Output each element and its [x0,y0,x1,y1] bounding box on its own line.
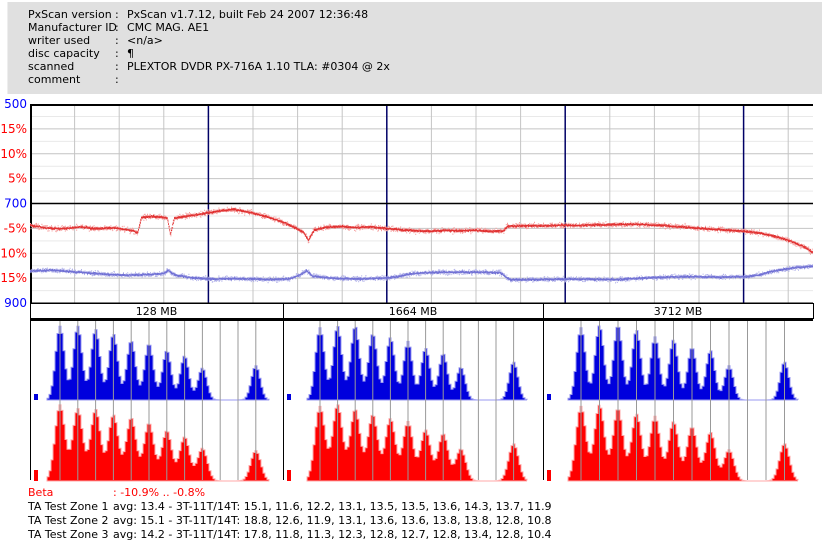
info-label: disc capacity [28,47,100,60]
colon: : [115,8,119,21]
stub-blue [287,394,291,400]
y-axis-label: -5% [4,221,27,235]
result-label: Beta [28,486,54,499]
info-row-capacity: disc capacity: ¶ [28,47,822,60]
pit-histogram-blue [567,325,799,401]
info-label: scanned [28,60,75,73]
info-value: PxScan v1.7.12, built Feb 24 2007 12:36:… [127,8,369,21]
ta-zone3-row: TA Test Zone 3 avg: 14.2 - 3T-11T/14T: 17… [28,528,552,542]
zone-histogram [547,325,799,482]
pit-histogram-blue [46,325,270,401]
result-label: TA Test Zone 3 [28,528,109,541]
zone-label-box [543,303,814,319]
zone-label: 3712 MB [654,305,703,318]
stub-blue [547,394,551,400]
results-summary: Beta : -10.9% .. -0.8% TA Test Zone 1 avg:… [28,486,552,542]
result-value: avg: 13.4 - 3T-11T/14T: 15.1, 11.6, 12.2… [113,500,552,513]
y-axis-label: -15% [0,271,27,285]
result-value: : -10.9% .. -0.8% [113,486,206,499]
ta-zone2-row: TA Test Zone 2 avg: 15.1 - 3T-11T/14T: 18… [28,514,552,528]
ta-histograms [34,325,799,482]
zone-label: 128 MB [136,305,178,318]
zone-histogram [287,326,528,482]
info-label: PxScan version [28,8,112,21]
zone-label: 1664 MB [389,305,438,318]
colon: : [115,21,119,34]
result-label: TA Test Zone 1 [28,500,109,513]
colon: : [115,34,119,47]
y-axis-label: 5% [8,172,27,186]
info-row-manufacturer: Manufacturer ID: CMC MAG. AE1 [28,21,822,34]
result-label: TA Test Zone 2 [28,514,109,527]
histogram-borders [30,319,813,480]
y-axis-label: 15% [0,122,27,136]
land-histogram-red [306,404,528,482]
scan-info-panel: PxScan version: PxScan v1.7.12, built Feb… [7,2,822,94]
colon: : [115,47,119,60]
info-value: PLEXTOR DVDR PX-716A 1.10 TLA: #0304 @ 2… [127,60,390,73]
info-label: Manufacturer ID [28,21,117,34]
y-axis-label: 700 [4,197,27,211]
beta-traces [30,206,813,284]
result-value: avg: 14.2 - 3T-11T/14T: 17.8, 11.8, 11.3… [113,528,552,541]
y-axis-label: -10% [0,246,27,260]
result-value: avg: 15.1 - 3T-11T/14T: 18.8, 12.6, 11.9… [113,514,552,527]
info-row-comment: comment: [28,73,822,86]
stub-blue [34,394,38,400]
trace-blue [30,264,813,284]
y-axis-label: 900 [4,296,27,310]
info-row-version: PxScan version: PxScan v1.7.12, built Feb… [28,8,822,21]
stub-red [547,470,551,481]
pit-histogram-blue [306,326,528,401]
trace-beta-red [30,206,813,255]
info-row-scanned: scanned: PLEXTOR DVDR PX-716A 1.10 TLA: #… [28,60,822,73]
ta-zone1-row: TA Test Zone 1 avg: 13.4 - 3T-11T/14T: 15… [28,500,552,514]
colon: : [115,73,119,86]
main-chart-grid [30,104,813,304]
y-axis-label: 10% [0,147,27,161]
info-value: ¶ [127,47,134,60]
beta-result-row: Beta : -10.9% .. -0.8% [28,486,552,500]
y-axis-labels: 500 15% 10% 5% 700 -5% -10% -15% 900 [0,97,27,310]
colon: : [115,60,119,73]
stub-red [287,470,291,481]
info-value: <n/a> [127,34,163,47]
y-axis-label: 500 [4,97,27,111]
land-histogram-red [46,404,270,482]
histogram-gridlines [59,321,785,480]
stub-red [34,470,38,481]
zone-label-row: 128 MB 1664 MB 3712 MB [30,303,814,319]
info-label: writer used [28,34,91,47]
info-label: comment [28,73,81,86]
info-row-writer: writer used: <n/a> [28,34,822,47]
info-value: CMC MAG. AE1 [127,21,210,34]
zone-histogram [34,325,270,482]
land-histogram-red [567,404,799,482]
